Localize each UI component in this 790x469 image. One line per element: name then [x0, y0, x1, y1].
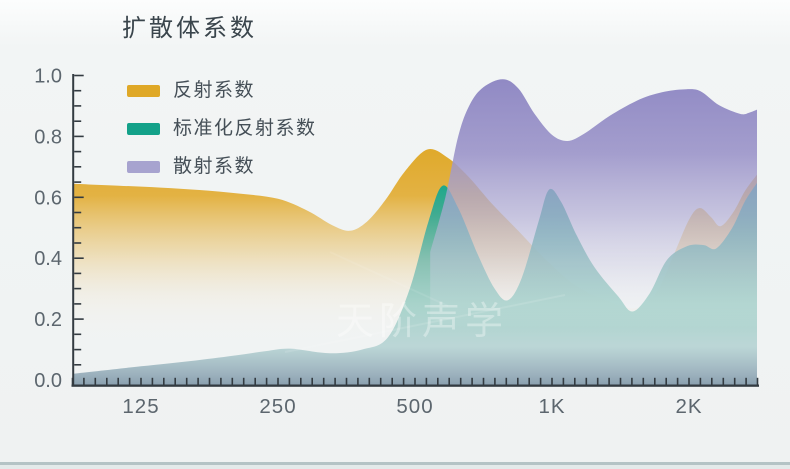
axes: 0.0 0.2 0.4 0.6 0.8 1.0 125 250 500 1K 2K — [34, 66, 759, 418]
x-axis-line — [71, 384, 759, 387]
y-tick-label: 0.8 — [34, 126, 62, 148]
watermark-text: 天阶声学 — [336, 301, 508, 343]
watermark-streak — [284, 294, 566, 353]
x-tick-label: 2K — [675, 395, 702, 418]
x-tick-label: 1K — [538, 395, 565, 418]
y-axis-ticks — [74, 74, 84, 366]
legend-label-reflection: 反射系数 — [173, 80, 256, 101]
watermark-streak — [329, 251, 449, 307]
x-tick-label: 250 — [259, 395, 296, 418]
legend: 反射系数 标准化反射系数 散射系数 — [127, 81, 317, 195]
legend-item-scattering[interactable]: 散射系数 — [127, 157, 317, 176]
y-tick-label: 0.6 — [34, 187, 62, 209]
x-axis-ticks — [71, 377, 759, 385]
legend-item-normalized-reflection[interactable]: 标准化反射系数 — [127, 119, 317, 138]
x-tick-label: 500 — [396, 395, 433, 418]
legend-swatch-reflection-icon — [127, 84, 160, 97]
legend-item-reflection[interactable]: 反射系数 — [127, 81, 317, 100]
y-tick-label: 0.2 — [34, 309, 62, 331]
y-axis-labels: 0.0 0.2 0.4 0.6 0.8 1.0 — [34, 66, 62, 393]
y-tick-label: 1.0 — [34, 66, 62, 88]
chart-title: 扩散体系数 — [122, 15, 257, 42]
x-axis-labels: 125 250 500 1K 2K — [122, 395, 702, 418]
y-tick-label: 0.0 — [34, 370, 62, 392]
footer-divider — [0, 462, 790, 469]
legend-swatch-scattering-icon — [127, 160, 160, 173]
series-area-scattering — [430, 79, 757, 385]
y-tick-label: 0.4 — [34, 248, 62, 270]
legend-swatch-normalized-reflection-icon — [127, 122, 160, 135]
y-axis-line — [72, 74, 75, 387]
series-areas: 天阶声学 — [73, 79, 757, 385]
legend-label-normalized-reflection: 标准化反射系数 — [173, 118, 317, 139]
legend-label-scattering: 散射系数 — [173, 156, 256, 177]
x-tick-label: 125 — [122, 395, 159, 418]
